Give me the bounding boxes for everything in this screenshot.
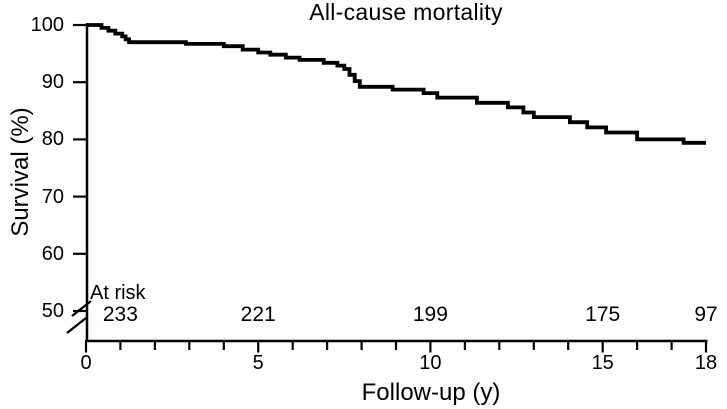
x-ticks <box>84 341 708 353</box>
y-ticks <box>73 23 87 313</box>
at-risk-count: 233 <box>102 303 138 326</box>
y-tick-label: 50 <box>41 300 64 322</box>
x-tick-label: 0 <box>80 352 92 374</box>
y-axis-break-icon <box>66 300 92 334</box>
y-tick-label: 100 <box>30 14 64 36</box>
at-risk-count: 199 <box>412 303 448 326</box>
survival-curve <box>86 23 706 145</box>
y-tick-label: 60 <box>41 242 64 265</box>
y-tick-label: 80 <box>41 128 64 151</box>
at-risk-count: 97 <box>694 303 718 326</box>
chart-title: All-cause mortality <box>309 0 503 25</box>
y-tick-label: 70 <box>41 185 64 208</box>
at-risk-count: 221 <box>240 303 276 326</box>
x-tick-label: 15 <box>591 352 614 374</box>
x-tick-label: 18 <box>694 352 718 374</box>
y-axis-title: Survival (%) <box>7 107 34 237</box>
x-tick-label: 10 <box>419 352 442 374</box>
x-axis-title: Follow-up (y) <box>361 379 501 406</box>
at-risk-count: 175 <box>585 303 621 326</box>
at-risk-label: At risk <box>90 282 146 304</box>
y-tick-label: 90 <box>41 71 64 94</box>
x-tick-label: 5 <box>252 352 264 374</box>
